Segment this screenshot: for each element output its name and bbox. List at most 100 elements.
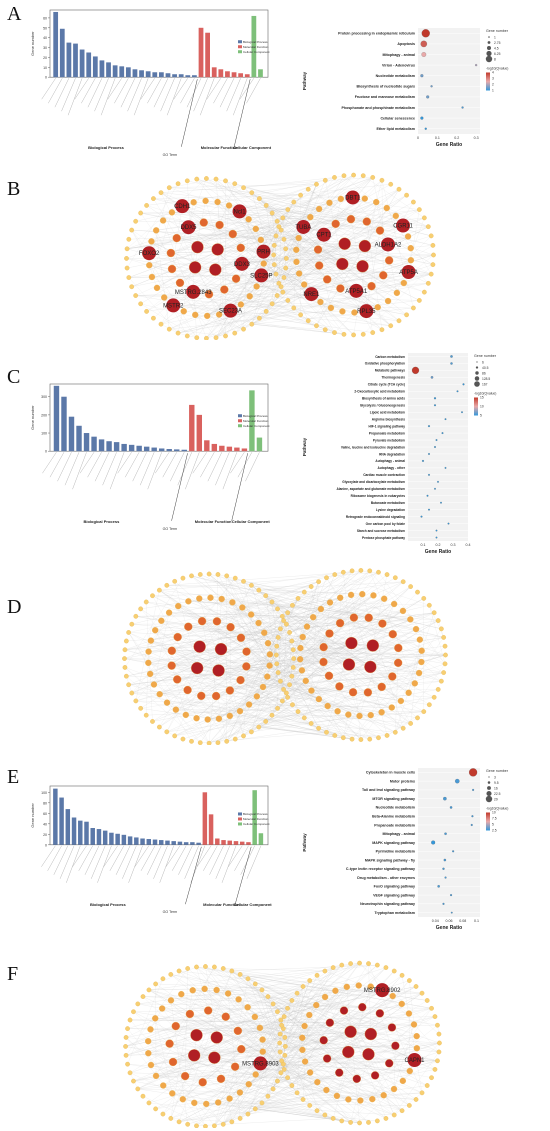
network-node [417, 207, 422, 212]
network-node [364, 660, 377, 674]
network-node [281, 1067, 287, 1072]
network-node [411, 305, 416, 311]
pathway-label: Retrograde endocannabinoid signaling [346, 515, 405, 519]
network-node [360, 331, 366, 337]
y-tick-label: 20 [43, 56, 47, 60]
x-tick-label: 0.1 [421, 543, 426, 547]
pathway-dot [428, 473, 430, 476]
bar [231, 72, 237, 78]
bar [115, 833, 120, 845]
network-edge [394, 1051, 440, 1116]
network-node [172, 733, 178, 739]
network-edge [220, 1078, 249, 1085]
network-edge [140, 209, 288, 214]
network-node [159, 217, 167, 224]
network-edge [281, 1060, 357, 1079]
pathway-dot [462, 383, 465, 386]
network-node [384, 297, 392, 305]
x-tick-label-line [134, 845, 149, 867]
network-node [145, 659, 152, 666]
network-edge [206, 239, 261, 339]
network-edge [228, 993, 282, 1061]
network-node [277, 1049, 283, 1055]
hub-node-label: DDX5 [180, 225, 197, 231]
network-node [144, 309, 149, 314]
network-edge [140, 303, 244, 330]
network-node [201, 985, 208, 993]
pathway-dot [428, 508, 430, 511]
network-node [168, 209, 176, 216]
hub-node [407, 1053, 422, 1068]
network-node [152, 627, 159, 634]
network-node [406, 1067, 413, 1075]
network-node [176, 968, 182, 974]
network-node [392, 575, 398, 581]
network-node [126, 682, 131, 688]
network-node [324, 702, 331, 710]
y-tick-label: 60 [43, 16, 47, 20]
network-node [278, 1070, 284, 1076]
pathway-dot [441, 432, 444, 435]
network-edge [271, 581, 404, 603]
network-edge [277, 594, 363, 709]
network-node [122, 656, 127, 661]
network-node [384, 733, 390, 738]
pathway-dot [435, 439, 438, 441]
network-node [330, 1116, 336, 1121]
network-edge [226, 575, 264, 688]
network-node [232, 575, 238, 581]
bar [79, 49, 85, 78]
network-edge [130, 1019, 415, 1025]
network-edge [359, 963, 440, 1053]
network-edge [352, 197, 429, 227]
network-node [428, 271, 434, 277]
network-node [167, 661, 176, 670]
network-node [163, 699, 171, 706]
network-node [430, 262, 436, 267]
network-node [160, 1111, 166, 1117]
network-node [381, 595, 388, 602]
network-edge [219, 224, 328, 280]
network-node [233, 1026, 243, 1036]
network-node [400, 579, 406, 585]
network-edge [207, 719, 353, 740]
network-edge [327, 1058, 432, 1078]
network-edge [249, 650, 422, 705]
network-node [229, 1119, 235, 1125]
network-node [197, 691, 206, 701]
network-edge [127, 978, 164, 1065]
network-node [358, 239, 372, 253]
network-node [143, 599, 149, 605]
legend-label: Molecular Function [243, 817, 269, 821]
pathway-label: MTOR signaling pathway [372, 797, 415, 801]
network-edge [276, 637, 444, 664]
network-node [166, 185, 172, 191]
network-edge [170, 974, 392, 1028]
network-node [362, 1048, 375, 1061]
network-edge [156, 269, 216, 288]
hub-node-label: NRE1 [303, 292, 320, 298]
network-node [269, 210, 275, 216]
network-edge [127, 1028, 371, 1035]
network-edge [356, 1024, 415, 1079]
bar [136, 445, 142, 452]
pathway-label: Glyoxylate and dicarboxylate metabolism [342, 480, 405, 484]
network-node [172, 233, 181, 243]
network-node [199, 218, 208, 227]
network-node [202, 197, 209, 205]
network-node [147, 1061, 155, 1069]
network-edge [169, 612, 314, 618]
network-edge [291, 1022, 330, 1086]
network-node [215, 740, 221, 745]
bar [99, 60, 105, 78]
network-node [225, 202, 233, 209]
network-node [324, 671, 334, 680]
size-legend-title: Gene number [474, 354, 497, 358]
network-node [319, 657, 328, 667]
network-node [295, 234, 302, 242]
network-edge [127, 967, 334, 1029]
x-axis-title: Gene Ratio [436, 925, 462, 931]
network-node [261, 629, 268, 636]
color-legend-title: -log10(Qvalue) [474, 392, 496, 396]
network-edge [130, 1007, 363, 1021]
